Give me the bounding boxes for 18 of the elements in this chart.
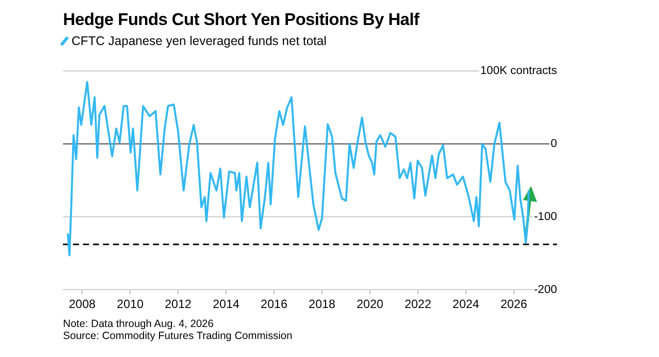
y-tick-label: 100K contracts bbox=[480, 65, 558, 78]
x-tick-label: 2018 bbox=[308, 297, 336, 312]
x-tick-label: 2010 bbox=[116, 297, 144, 312]
chart-title: Hedge Funds Cut Short Yen Positions By Half bbox=[63, 10, 420, 30]
source-note: Source: Commodity Futures Trading Commission bbox=[63, 330, 292, 342]
x-tick-label: 2008 bbox=[68, 297, 96, 312]
y-tick-label: 0 bbox=[550, 138, 557, 150]
x-tick-label: 2016 bbox=[260, 297, 288, 312]
text: Note: Data through Aug. 4, 2026 bbox=[63, 318, 215, 330]
x-tick-label: 2026 bbox=[500, 297, 528, 312]
y-tick-label: -200 bbox=[534, 284, 557, 296]
x-tick-label: 2012 bbox=[164, 297, 192, 312]
x-tick-label: 2024 bbox=[452, 297, 480, 312]
x-tick-label: 2014 bbox=[212, 297, 240, 312]
y-tick-label: -100 bbox=[534, 210, 557, 223]
x-tick-label: 2022 bbox=[404, 297, 432, 312]
legend-label: CFTC Japanese yen leveraged funds net total bbox=[72, 34, 327, 48]
x-tick-label: 2020 bbox=[356, 297, 384, 312]
